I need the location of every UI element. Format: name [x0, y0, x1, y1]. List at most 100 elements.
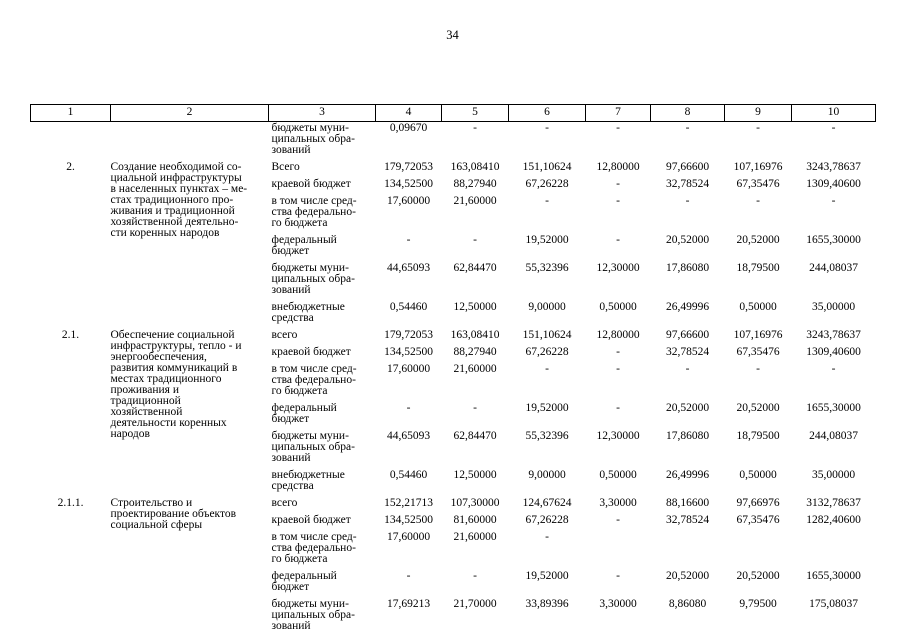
value-cell: - — [545, 363, 549, 375]
value-cell: 134,52500 — [384, 178, 433, 190]
value-cell: 151,10624 — [522, 329, 572, 341]
value-cell: 124,67624 — [522, 497, 572, 509]
value-cell: 244,08037 — [809, 262, 858, 274]
table-row: в том числе сред- ства федерально- го бю… — [31, 363, 876, 402]
budget-source-cell: Всего — [271, 161, 300, 173]
value-cell: 26,49996 — [665, 301, 710, 313]
value-cell: 163,08410 — [450, 329, 500, 341]
column-number-cell: 10 — [791, 104, 876, 122]
value-cell: - — [831, 122, 836, 134]
item-title-cell: Обеспечение социальной инфраструктуры, т… — [110, 329, 242, 440]
value-cell: - — [616, 346, 620, 358]
budget-table: 1 2 3 4 5 6 7 8 9 10 бюджеты муни- ципал… — [30, 104, 876, 637]
budget-source-cell: всего — [271, 497, 298, 509]
value-cell: 3,30000 — [599, 598, 637, 610]
value-cell: 0,09670 — [389, 122, 428, 134]
value-cell: 35,00000 — [811, 469, 856, 481]
column-number-cell: 5 — [441, 104, 509, 122]
table-row: в том числе сред- ства федерально- го бю… — [31, 195, 876, 234]
budget-source-cell: в том числе сред- ства федерально- го бю… — [271, 531, 357, 565]
value-cell: 21,60000 — [453, 531, 497, 543]
value-cell: - — [616, 234, 620, 246]
value-cell: - — [616, 570, 620, 582]
value-cell: 21,70000 — [453, 598, 497, 610]
column-number-cell: 8 — [650, 104, 725, 122]
value-cell: - — [545, 531, 549, 543]
budget-source-cell: внебюджетные средства — [271, 301, 345, 324]
value-cell: 81,60000 — [453, 514, 497, 526]
value-cell: 20,52000 — [736, 234, 780, 246]
column-number-cell: 2 — [110, 104, 269, 122]
value-cell — [586, 531, 651, 570]
budget-source-cell: внебюджетные средства — [271, 469, 345, 492]
value-cell: 3,30000 — [599, 497, 637, 509]
value-cell: 20,52000 — [665, 234, 710, 246]
value-cell: 20,52000 — [736, 402, 780, 414]
value-cell: 88,27940 — [453, 346, 497, 358]
value-cell: - — [685, 122, 690, 134]
budget-source-cell: в том числе сред- ства федерально- го бю… — [271, 195, 357, 229]
budget-source-cell: краевой бюджет — [271, 514, 351, 526]
value-cell: 67,26228 — [525, 346, 569, 358]
value-cell: - — [473, 402, 477, 414]
value-cell: 151,10624 — [522, 161, 572, 173]
value-cell: 244,08037 — [809, 430, 858, 442]
budget-source-cell: бюджеты муни- ципальных обра- зований — [271, 122, 355, 156]
value-cell: 35,00000 — [811, 301, 856, 313]
value-cell: - — [545, 195, 549, 207]
value-cell: - — [756, 195, 760, 207]
value-cell: 152,21713 — [384, 497, 433, 509]
budget-source-cell: краевой бюджет — [271, 346, 351, 358]
table-row: федеральный бюджет - - 19,52000 - 20,52000 20,… — [31, 570, 876, 598]
value-cell: - — [616, 363, 620, 375]
budget-source-cell: федеральный бюджет — [271, 402, 337, 425]
table-row: федеральный бюджет - - 19,52000 - 20,52000 20,… — [31, 402, 876, 430]
value-cell: 18,79500 — [736, 430, 780, 442]
value-cell: 67,35476 — [736, 514, 780, 526]
value-cell: 32,78524 — [665, 178, 710, 190]
table-row: внебюджетные средства 0,54460 12,50000 9,00… — [31, 301, 876, 329]
table-row: в том числе сред- ства федерально- го бю… — [31, 531, 876, 570]
table-row: бюджеты муни- ципальных обра- зований 44,… — [31, 430, 876, 469]
value-cell: 88,16600 — [665, 497, 710, 509]
value-cell: 67,26228 — [525, 514, 569, 526]
value-cell: - — [473, 234, 477, 246]
table-row: 2.1. Обеспечение социальной инфраструктур… — [31, 329, 876, 440]
value-cell: - — [473, 570, 477, 582]
value-cell: 62,84470 — [453, 430, 497, 442]
table-row: краевой бюджет 134,52500 81,60000 67,26228 -… — [31, 514, 876, 531]
value-cell: 163,08410 — [450, 161, 500, 173]
table-row: краевой бюджет 134,52500 88,27940 67,26228 -… — [31, 346, 876, 363]
value-cell: 20,52000 — [665, 570, 710, 582]
value-cell: 8,86080 — [668, 598, 707, 610]
value-cell: 107,30000 — [450, 497, 500, 509]
value-cell: 1655,30000 — [806, 570, 861, 582]
value-cell: 1282,40600 — [806, 514, 861, 526]
value-cell: 44,65093 — [386, 262, 431, 274]
value-cell — [792, 531, 876, 570]
value-cell: 0,50000 — [599, 469, 637, 481]
budget-source-cell: федеральный бюджет — [271, 234, 337, 257]
value-cell: 18,79500 — [736, 262, 780, 274]
item-title-cell — [111, 122, 269, 162]
budget-source-cell: бюджеты муни- ципальных обра- зований — [271, 262, 355, 296]
column-number-cell: 9 — [724, 104, 792, 122]
value-cell: 19,52000 — [525, 234, 569, 246]
value-cell — [651, 531, 725, 570]
value-cell: 20,52000 — [665, 402, 710, 414]
value-cell: - — [473, 122, 477, 134]
value-cell: - — [685, 195, 690, 207]
page-number: 34 — [446, 28, 459, 42]
value-cell: 17,86080 — [665, 430, 710, 442]
value-cell: 134,52500 — [384, 346, 433, 358]
value-cell: 12,30000 — [596, 430, 640, 442]
value-cell: 3132,78637 — [806, 497, 861, 509]
budget-source-cell: краевой бюджет — [271, 178, 351, 190]
value-cell: 21,60000 — [453, 363, 497, 375]
value-cell: 20,52000 — [736, 570, 780, 582]
value-cell: - — [616, 402, 620, 414]
value-cell: - — [685, 363, 690, 375]
value-cell: 21,60000 — [453, 195, 497, 207]
value-cell: 19,52000 — [525, 402, 569, 414]
value-cell: 67,26228 — [525, 178, 569, 190]
